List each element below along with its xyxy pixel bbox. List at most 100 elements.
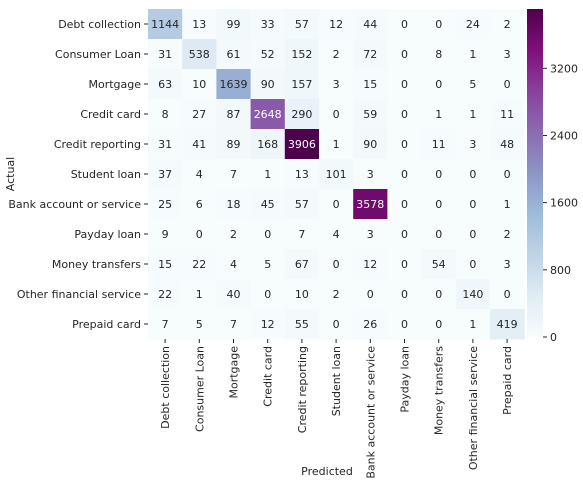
heatmap-cell [387, 189, 423, 220]
cell-value-label: 0 [333, 108, 340, 121]
heatmap-cell [490, 189, 525, 220]
cell-value-label: 2 [333, 48, 340, 61]
cell-value-label: 31 [158, 48, 172, 61]
heatmap-cell [353, 249, 388, 280]
heatmap-cell [490, 219, 525, 250]
y-tick-label: Credit reporting [54, 138, 141, 151]
heatmap-cell [250, 219, 286, 250]
heatmap-cell [216, 69, 252, 100]
heatmap-cell [353, 69, 388, 100]
cell-value-label: 44 [363, 18, 377, 31]
cell-value-label: 1 [196, 288, 203, 301]
cell-value-label: 99 [227, 18, 241, 31]
cell-value-label: 1 [264, 168, 271, 181]
heatmap-cell [319, 39, 354, 70]
heatmap-cell [284, 279, 320, 310]
heatmap-cell [182, 99, 217, 130]
heatmap-cell [250, 99, 286, 130]
heatmap-cell [455, 9, 491, 40]
cell-value-label: 0 [401, 258, 408, 271]
heatmap-cell [250, 279, 286, 310]
cell-value-label: 59 [363, 108, 377, 121]
cell-value-label: 0 [469, 258, 476, 271]
x-tick-label: Payday loan [399, 346, 412, 413]
y-tick-label: Student loan [71, 168, 141, 181]
heatmap-cell [216, 279, 252, 310]
heatmap-cell [490, 39, 525, 70]
cell-value-label: 0 [401, 138, 408, 151]
heatmap-cell [148, 69, 183, 100]
cell-value-label: 8 [435, 48, 442, 61]
heatmap-cell [490, 159, 525, 190]
cell-value-label: 89 [227, 138, 241, 151]
cell-value-label: 157 [291, 78, 312, 91]
heatmap-cell [284, 129, 320, 160]
cell-value-label: 57 [295, 198, 309, 211]
y-tick-label: Bank account or service [8, 198, 141, 211]
cell-value-label: 6 [196, 198, 203, 211]
cell-value-label: 7 [298, 228, 305, 241]
cell-value-label: 290 [291, 108, 312, 121]
heatmap-cell [387, 309, 423, 340]
cell-value-label: 7 [230, 168, 237, 181]
y-tick-label: Consumer Loan [55, 48, 141, 61]
heatmap-cell [490, 279, 525, 310]
cell-value-label: 0 [469, 198, 476, 211]
heatmap-cell [148, 309, 183, 340]
cell-value-label: 72 [363, 48, 377, 61]
heatmap-cell [284, 159, 320, 190]
cell-value-label: 3 [469, 138, 476, 151]
heatmap-cell [216, 39, 252, 70]
heatmap-cell [353, 309, 388, 340]
cell-value-label: 0 [401, 18, 408, 31]
cell-value-label: 12 [363, 258, 377, 271]
heatmap-cell [387, 219, 423, 250]
cell-value-label: 2 [504, 228, 511, 241]
x-tick-label: Other financial service [467, 346, 480, 470]
cell-value-label: 0 [401, 78, 408, 91]
heatmap-cell [421, 129, 457, 160]
heatmap-cell [148, 9, 183, 40]
cell-value-label: 13 [192, 18, 206, 31]
cell-value-label: 0 [504, 168, 511, 181]
heatmap-cell [182, 69, 217, 100]
heatmap-cell [353, 129, 388, 160]
heatmap-cell [250, 69, 286, 100]
heatmap-cell [216, 309, 252, 340]
cell-value-label: 0 [367, 288, 374, 301]
cell-value-label: 26 [363, 318, 377, 331]
heatmap-cell [421, 189, 457, 220]
heatmap-cell [250, 159, 286, 190]
x-tick-label: Money transfers [433, 346, 446, 435]
cell-value-label: 0 [401, 48, 408, 61]
cell-value-label: 90 [363, 138, 377, 151]
heatmap-cell [250, 249, 286, 280]
heatmap-cell [148, 159, 183, 190]
x-tick-label: Mortgage [228, 346, 241, 399]
cell-value-label: 3 [504, 48, 511, 61]
heatmap-cell [387, 159, 423, 190]
heatmap-cell [421, 249, 457, 280]
heatmap-cell [284, 219, 320, 250]
heatmap-cell [148, 279, 183, 310]
x-tick-label: Credit card [262, 346, 275, 407]
heatmap-cell [455, 189, 491, 220]
x-axis-label: Predicted [301, 465, 353, 478]
y-tick-label: Mortgage [88, 78, 141, 91]
heatmap-cell [148, 99, 183, 130]
heatmap-cell [216, 189, 252, 220]
cell-value-label: 0 [435, 78, 442, 91]
cell-value-label: 0 [435, 318, 442, 331]
colorbar: 0 800 1600 2400 3200 [527, 9, 578, 344]
cell-labels: 1144 13 99 33 57 12 44 0 0 24 231 538 61 52 152 2 72 0 8 1 3… [151, 18, 518, 331]
cell-value-label: 25 [158, 198, 172, 211]
heatmap-cell [421, 279, 457, 310]
cell-value-label: 2648 [254, 108, 282, 121]
heatmap-cell [148, 189, 183, 220]
heatmap-cell [455, 219, 491, 250]
cell-value-label: 152 [291, 48, 312, 61]
heatmap-cell [387, 39, 423, 70]
heatmap-cell [353, 189, 388, 220]
cell-value-label: 0 [333, 318, 340, 331]
cell-value-label: 1144 [151, 18, 179, 31]
